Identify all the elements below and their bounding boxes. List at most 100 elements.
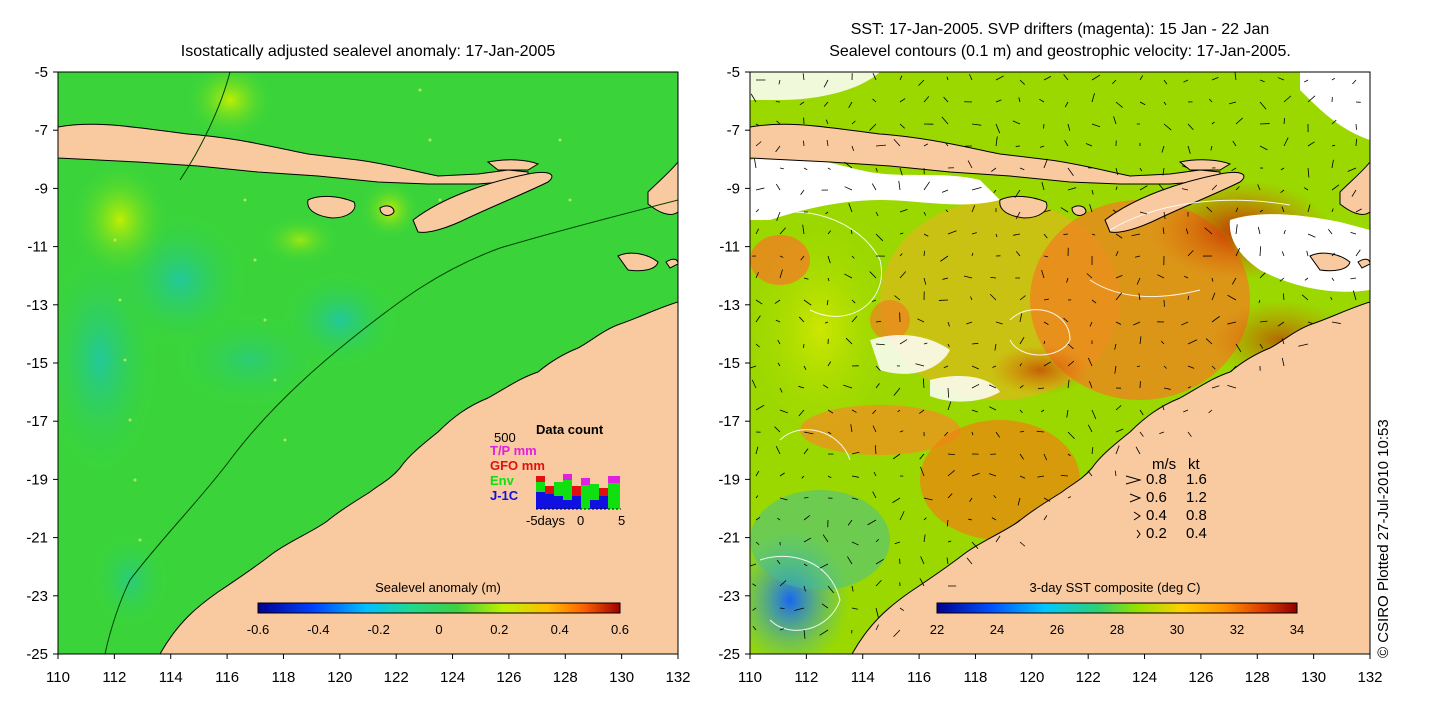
velocity-arrow bbox=[1235, 247, 1241, 257]
velocity-arrow bbox=[823, 79, 829, 88]
colorbar-tick-label: 22 bbox=[930, 622, 944, 637]
velocity-arrow bbox=[947, 230, 957, 235]
velocity-arrow bbox=[1064, 140, 1069, 147]
velocity-legend-kt: 0.4 bbox=[1186, 525, 1207, 542]
velocity-arrow bbox=[1304, 277, 1309, 281]
velocity-arrow bbox=[1231, 167, 1237, 172]
velocity-arrow bbox=[894, 295, 901, 301]
velocity-arrow bbox=[798, 316, 805, 323]
velocity-arrow bbox=[967, 160, 973, 169]
velocity-arrow bbox=[751, 379, 757, 389]
x-tick-label: 118 bbox=[963, 669, 987, 686]
velocity-arrow bbox=[1187, 431, 1192, 437]
velocity-arrow bbox=[819, 563, 829, 569]
velocity-arrow bbox=[1131, 233, 1141, 237]
velocity-arrow bbox=[874, 445, 877, 455]
velocity-arrow bbox=[1043, 158, 1048, 169]
velocity-arrow bbox=[1163, 101, 1167, 106]
velocity-arrow bbox=[1204, 227, 1213, 235]
velocity-arrow bbox=[1019, 385, 1024, 389]
velocity-arrow bbox=[1043, 233, 1048, 239]
velocity-arrow bbox=[1232, 140, 1237, 147]
velocity-arrow bbox=[777, 339, 781, 345]
velocity-arrow bbox=[941, 189, 949, 193]
velocity-arrow bbox=[755, 446, 759, 455]
velocity-arrow bbox=[1187, 386, 1191, 389]
x-tick-label: 110 bbox=[738, 669, 762, 686]
velocity-arrow bbox=[946, 519, 949, 527]
velocity-arrow bbox=[1350, 277, 1357, 280]
velocity-arrow bbox=[875, 607, 879, 618]
data-count-legend-item: J-1C bbox=[490, 488, 519, 503]
velocity-arrow bbox=[869, 123, 877, 131]
velocity-arrow bbox=[947, 321, 950, 327]
velocity-arrow bbox=[779, 409, 788, 414]
velocity-arrow bbox=[1181, 188, 1189, 191]
x-tick-label: 112 bbox=[794, 669, 818, 686]
velocity-arrow bbox=[1019, 167, 1025, 171]
velocity-arrow bbox=[851, 475, 859, 478]
y-tick-label: -13 bbox=[26, 297, 48, 314]
velocity-arrow bbox=[875, 558, 884, 565]
velocity-legend: m/s kt 0.8 1.60.6 1.20.4 0.80.2 0.4 bbox=[1125, 456, 1207, 542]
velocity-arrow bbox=[844, 161, 853, 169]
velocity-arrow bbox=[1331, 144, 1336, 147]
velocity-arrow bbox=[827, 277, 830, 282]
velocity-arrow bbox=[1039, 98, 1045, 103]
velocity-arrow bbox=[971, 431, 974, 436]
velocity-arrow bbox=[892, 497, 901, 504]
velocity-arrow bbox=[940, 255, 949, 262]
velocity-arrow bbox=[872, 425, 877, 433]
velocity-arrow bbox=[755, 141, 762, 147]
velocity-arrow bbox=[875, 144, 886, 147]
velocity-arrow bbox=[848, 101, 853, 109]
velocity-arrow bbox=[1091, 74, 1101, 81]
velocity-arrow bbox=[923, 143, 929, 147]
velocity-arrow bbox=[1089, 204, 1093, 213]
velocity-arrow bbox=[875, 383, 880, 389]
velocity-arrow bbox=[875, 211, 879, 217]
velocity-arrow bbox=[755, 299, 763, 305]
velocity-arrow bbox=[1331, 252, 1336, 257]
velocity-arrow bbox=[848, 203, 853, 213]
velocity-arrow bbox=[1331, 277, 1335, 282]
y-tick-label: -21 bbox=[718, 530, 740, 547]
velocity-arrow bbox=[923, 277, 927, 285]
x-tick-label: 110 bbox=[46, 669, 70, 686]
velocity-arrow bbox=[1043, 453, 1048, 461]
velocity-arrow bbox=[995, 99, 1002, 103]
velocity-arrow bbox=[774, 426, 781, 433]
velocity-arrow bbox=[915, 363, 925, 367]
velocity-arrow bbox=[1352, 290, 1357, 301]
velocity-arrow bbox=[1043, 361, 1052, 367]
velocity-arrow bbox=[1087, 470, 1093, 477]
velocity-arrow bbox=[1041, 409, 1045, 413]
x-tick-label: 116 bbox=[907, 669, 931, 686]
velocity-arrow bbox=[1091, 233, 1096, 236]
velocity-arrow bbox=[1115, 274, 1123, 279]
velocity-arrow bbox=[1211, 121, 1215, 125]
colorbar-tick-label: 26 bbox=[1050, 622, 1064, 637]
velocity-arrow bbox=[1115, 233, 1123, 239]
velocity-arrow bbox=[1063, 317, 1069, 323]
velocity-arrow bbox=[1039, 145, 1045, 148]
velocity-arrow bbox=[1043, 515, 1048, 521]
velocity-arrow bbox=[991, 517, 997, 521]
velocity-arrow bbox=[803, 299, 812, 306]
velocity-arrow bbox=[827, 431, 832, 435]
velocity-arrow bbox=[1331, 321, 1341, 324]
velocity-arrow bbox=[995, 75, 1004, 81]
x-tick-label: 114 bbox=[851, 669, 875, 686]
velocity-arrow bbox=[1139, 167, 1143, 172]
velocity-arrow bbox=[923, 250, 925, 257]
velocity-arrow bbox=[826, 299, 829, 306]
y-tick-label: -15 bbox=[718, 355, 740, 372]
velocity-arrow bbox=[1283, 229, 1286, 235]
velocity-arrow bbox=[1307, 95, 1316, 103]
velocity-arrow bbox=[947, 469, 955, 477]
velocity-legend-arrow bbox=[1129, 493, 1142, 503]
velocity-arrow bbox=[851, 255, 855, 259]
velocity-arrow bbox=[1331, 184, 1340, 191]
velocity-arrow bbox=[1091, 409, 1097, 420]
velocity-arrow bbox=[919, 578, 925, 587]
